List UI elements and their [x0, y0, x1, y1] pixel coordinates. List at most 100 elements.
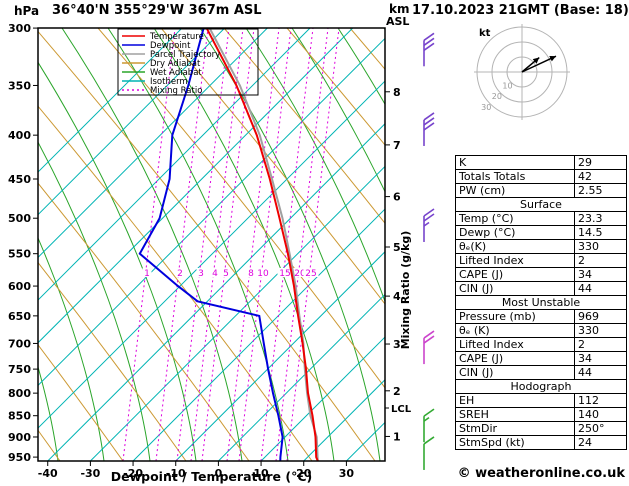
hodograph-vector — [521, 55, 557, 73]
stat-value: 140 — [574, 407, 627, 422]
pressure-label: 600 — [8, 280, 31, 293]
mixing-ratio-value: 3 — [198, 269, 204, 279]
temperature-tick-label: 0 — [215, 467, 223, 480]
parcel-trajectory-curve — [208, 28, 319, 461]
asl-axis-unit: ASL — [386, 15, 410, 28]
stat-value: 2 — [574, 337, 627, 352]
axes: 3003504004505005506006507007508008509009… — [8, 22, 412, 480]
section-header: Surface — [455, 197, 627, 212]
stat-label: CIN (J) — [455, 281, 575, 296]
stat-label: Pressure (mb) — [455, 309, 575, 324]
isotherm-line — [47, 123, 385, 461]
temperature-curve — [205, 28, 319, 461]
stat-value: 14.5 — [574, 225, 627, 240]
temperature-tick-label: 10 — [253, 467, 269, 480]
table-row: SREH 140 — [455, 407, 627, 422]
isotherm-line — [175, 251, 385, 461]
stat-value: 969 — [574, 309, 627, 324]
legend-label: Temperature — [149, 32, 204, 42]
mixing-ratio-value: 5 — [223, 269, 229, 279]
dry-adiabat-line — [38, 344, 124, 461]
table-row: Surface — [455, 197, 627, 212]
lcl-label: LCL — [391, 404, 412, 415]
table-row: Pressure (mb) 969 — [455, 309, 627, 324]
stat-label: PW (cm) — [455, 183, 575, 198]
stat-label: K — [455, 155, 575, 170]
section-header: Hodograph — [455, 379, 627, 394]
stat-value: 42 — [574, 169, 627, 184]
stat-label: Lifted Index — [455, 253, 575, 268]
isotherm-line — [90, 165, 385, 461]
dry-adiabat-line — [38, 261, 187, 461]
temperature-tick-label: -40 — [38, 467, 58, 480]
km-label: 8 — [393, 86, 401, 99]
pressure-label: 950 — [8, 451, 31, 464]
temperature-tick-label: -20 — [123, 467, 143, 480]
mixing-ratio-value: 2 — [177, 269, 183, 279]
km-axis-unit: km — [389, 2, 410, 16]
wind-barb — [423, 208, 435, 242]
wind-barb — [423, 408, 435, 443]
isotherm-line — [38, 80, 385, 429]
stat-value: 44 — [574, 281, 627, 296]
km-label: 1 — [393, 430, 401, 443]
mixing-ratio-line — [286, 28, 340, 461]
legend-label: Dry Adiabat — [150, 59, 201, 69]
stats-table: K 29 Totals Totals 42 PW (cm) 2.55 Surface Temp… — [455, 155, 627, 450]
pressure-label: 350 — [8, 79, 31, 92]
wind-barb — [423, 330, 435, 365]
isotherm-line — [38, 28, 268, 259]
mixing-ratio-line — [201, 28, 255, 461]
km-label: 6 — [393, 191, 401, 204]
dry-adiabat-line — [223, 28, 385, 224]
stat-label: CIN (J) — [455, 365, 575, 380]
stat-label: Totals Totals — [455, 169, 575, 184]
table-row: CAPE (J) 34 — [455, 351, 627, 366]
wind-barb — [423, 436, 435, 470]
footer-credit: © weatheronline.co.uk — [457, 466, 625, 481]
table-row: θₑ (K) 330 — [455, 323, 627, 338]
km-label: 4 — [393, 290, 401, 303]
table-row: Lifted Index 2 — [455, 337, 627, 352]
stat-value: 24 — [574, 435, 627, 450]
wet-adiabat-line — [38, 236, 105, 461]
pressure-label: 900 — [8, 431, 31, 444]
isotherm-line — [132, 208, 385, 461]
hodograph-arrowhead — [532, 57, 540, 64]
mixing-ratio-value: 1 — [144, 269, 150, 279]
mixing-ratio-value: 25 — [305, 269, 316, 279]
hodograph-ring-label: 10 — [502, 82, 512, 91]
table-row: EH 112 — [455, 393, 627, 408]
isotherm-line — [218, 293, 385, 461]
stat-label: CAPE (J) — [455, 351, 575, 366]
km-label: 3 — [393, 338, 401, 351]
table-row: Hodograph — [455, 379, 627, 394]
section-header: Most Unstable — [455, 295, 627, 310]
wet-adiabat-line — [38, 61, 197, 461]
wet-adiabat-line — [199, 28, 381, 461]
isotherm-line — [38, 37, 385, 387]
mixing-ratio-axis-label: Mixing Ratio (g/kg) — [399, 231, 412, 350]
mixing-ratio-line — [275, 28, 329, 461]
datetime-title: 17.10.2023 21GMT (Base: 18) — [412, 3, 629, 18]
pressure-label: 300 — [8, 22, 31, 35]
isotherm-line — [38, 28, 354, 344]
isotherm-line — [303, 379, 385, 461]
dry-adiabat-line — [38, 182, 250, 461]
table-row: CAPE (J) 34 — [455, 267, 627, 282]
legend-label: Dewpoint — [150, 41, 191, 51]
mixing-ratio-value: 15 — [279, 269, 290, 279]
pressure-label: 700 — [8, 337, 31, 350]
isotherm-line — [260, 336, 385, 461]
wind-barb — [423, 32, 435, 67]
table-row: StmSpd (kt) 24 — [455, 435, 627, 450]
stat-label: EH — [455, 393, 575, 408]
wet-adiabat-line — [38, 365, 59, 461]
legend-label: Wet Adiabat — [150, 68, 202, 78]
xaxis-title: Dewpoint / Temperature (°C) — [110, 469, 313, 484]
stat-value: 2.55 — [574, 183, 627, 198]
table-row: CIN (J) 44 — [455, 281, 627, 296]
